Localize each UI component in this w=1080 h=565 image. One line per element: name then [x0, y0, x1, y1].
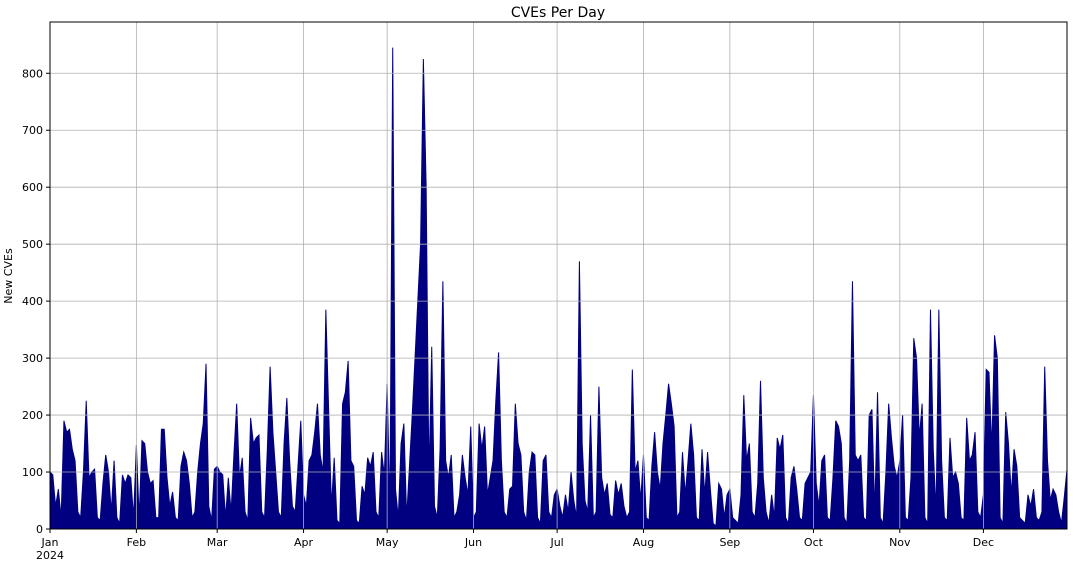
x-tick-label: Mar — [207, 536, 228, 549]
x-tick-label: Sep — [719, 536, 740, 549]
x-tick-label: Aug — [633, 536, 654, 549]
y-tick-label: 100 — [22, 466, 43, 479]
y-tick-label: 0 — [36, 523, 43, 536]
x-tick-label: Jan 2024 — [36, 536, 64, 562]
chart-title: CVEs Per Day — [511, 5, 605, 21]
x-tick-label: Nov — [889, 536, 911, 549]
y-tick-label: 700 — [22, 124, 43, 137]
y-tick-label: 800 — [22, 67, 43, 80]
y-tick-label: 600 — [22, 181, 43, 194]
x-tick-label: Jun — [464, 536, 482, 549]
x-tick-label: Feb — [127, 536, 146, 549]
y-tick-label: 500 — [22, 238, 43, 251]
x-tick-label: Jul — [549, 536, 563, 549]
x-tick-label: Dec — [973, 536, 994, 549]
y-axis-label: New CVEs — [2, 248, 15, 304]
y-tick-label: 300 — [22, 352, 43, 365]
y-tick-label: 200 — [22, 409, 43, 422]
x-tick-label: Apr — [294, 536, 314, 549]
y-tick-label: 400 — [22, 295, 43, 308]
area — [49, 47, 1068, 530]
plot-frame — [49, 21, 1068, 530]
x-tick-label: Oct — [804, 536, 824, 549]
x-tick-label: May — [376, 536, 399, 549]
